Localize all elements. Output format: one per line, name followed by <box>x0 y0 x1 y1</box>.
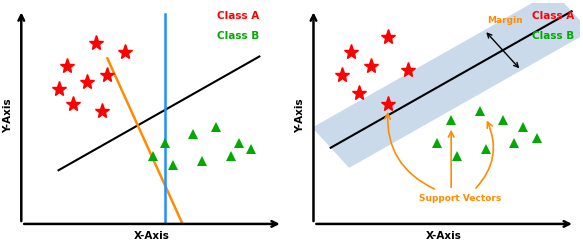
Text: Margin: Margin <box>487 16 523 25</box>
Y-axis label: Y-Axis: Y-Axis <box>295 98 305 133</box>
Text: Class A: Class A <box>532 10 574 20</box>
X-axis label: X-Axis: X-Axis <box>426 231 462 241</box>
Y-axis label: Y-Axis: Y-Axis <box>3 98 13 133</box>
X-axis label: X-Axis: X-Axis <box>134 231 170 241</box>
Text: Class B: Class B <box>532 31 574 41</box>
Text: Support Vectors: Support Vectors <box>419 194 501 203</box>
Text: Class A: Class A <box>217 10 259 20</box>
Polygon shape <box>312 0 583 168</box>
Text: Class B: Class B <box>217 31 259 41</box>
